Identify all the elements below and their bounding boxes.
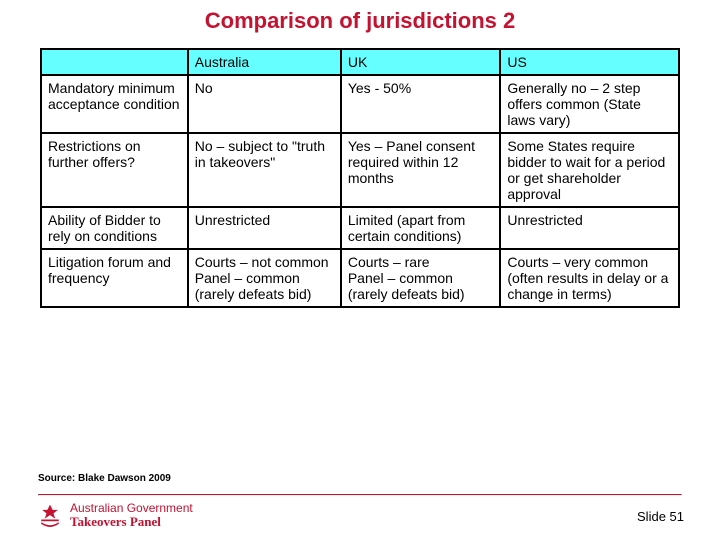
cell: Yes - 50% [341, 75, 501, 133]
col-header-uk: UK [341, 49, 501, 75]
comparison-table: Australia UK US Mandatory minimum accept… [40, 48, 680, 308]
page-title: Comparison of jurisdictions 2 [26, 0, 694, 48]
col-header-australia: Australia [188, 49, 341, 75]
cell: No [188, 75, 341, 133]
slide-number: Slide 51 [637, 509, 684, 524]
row-label: Litigation forum and frequency [41, 249, 188, 307]
cell: Yes – Panel consent required within 12 m… [341, 133, 501, 207]
row-label: Ability of Bidder to rely on conditions [41, 207, 188, 249]
cell: Courts – not commonPanel – common (rarel… [188, 249, 341, 307]
table-header-row: Australia UK US [41, 49, 679, 75]
col-header-us: US [500, 49, 679, 75]
cell: No – subject to "truth in takeovers" [188, 133, 341, 207]
table-row: Ability of Bidder to rely on conditions … [41, 207, 679, 249]
logo-line2: Takeovers Panel [70, 515, 193, 529]
col-header-blank [41, 49, 188, 75]
logo-text: Australian Government Takeovers Panel [70, 502, 193, 529]
crest-icon [36, 502, 64, 530]
table-row: Restrictions on further offers? No – sub… [41, 133, 679, 207]
row-label: Mandatory minimum acceptance condition [41, 75, 188, 133]
cell: Generally no – 2 step offers common (Sta… [500, 75, 679, 133]
cell: Unrestricted [188, 207, 341, 249]
slide-footer: Australian Government Takeovers Panel Sl… [36, 500, 684, 532]
cell: Courts – rarePanel – common (rarely defe… [341, 249, 501, 307]
row-label: Restrictions on further offers? [41, 133, 188, 207]
table-row: Litigation forum and frequency Courts – … [41, 249, 679, 307]
cell: Unrestricted [500, 207, 679, 249]
cell: Some States require bidder to wait for a… [500, 133, 679, 207]
cell: Limited (apart from certain conditions) [341, 207, 501, 249]
gov-logo: Australian Government Takeovers Panel [36, 502, 193, 530]
comparison-table-wrap: Australia UK US Mandatory minimum accept… [26, 48, 694, 308]
footer-divider [38, 494, 682, 496]
table-row: Mandatory minimum acceptance condition N… [41, 75, 679, 133]
source-citation: Source: Blake Dawson 2009 [38, 473, 171, 484]
cell: Courts – very common (often results in d… [500, 249, 679, 307]
